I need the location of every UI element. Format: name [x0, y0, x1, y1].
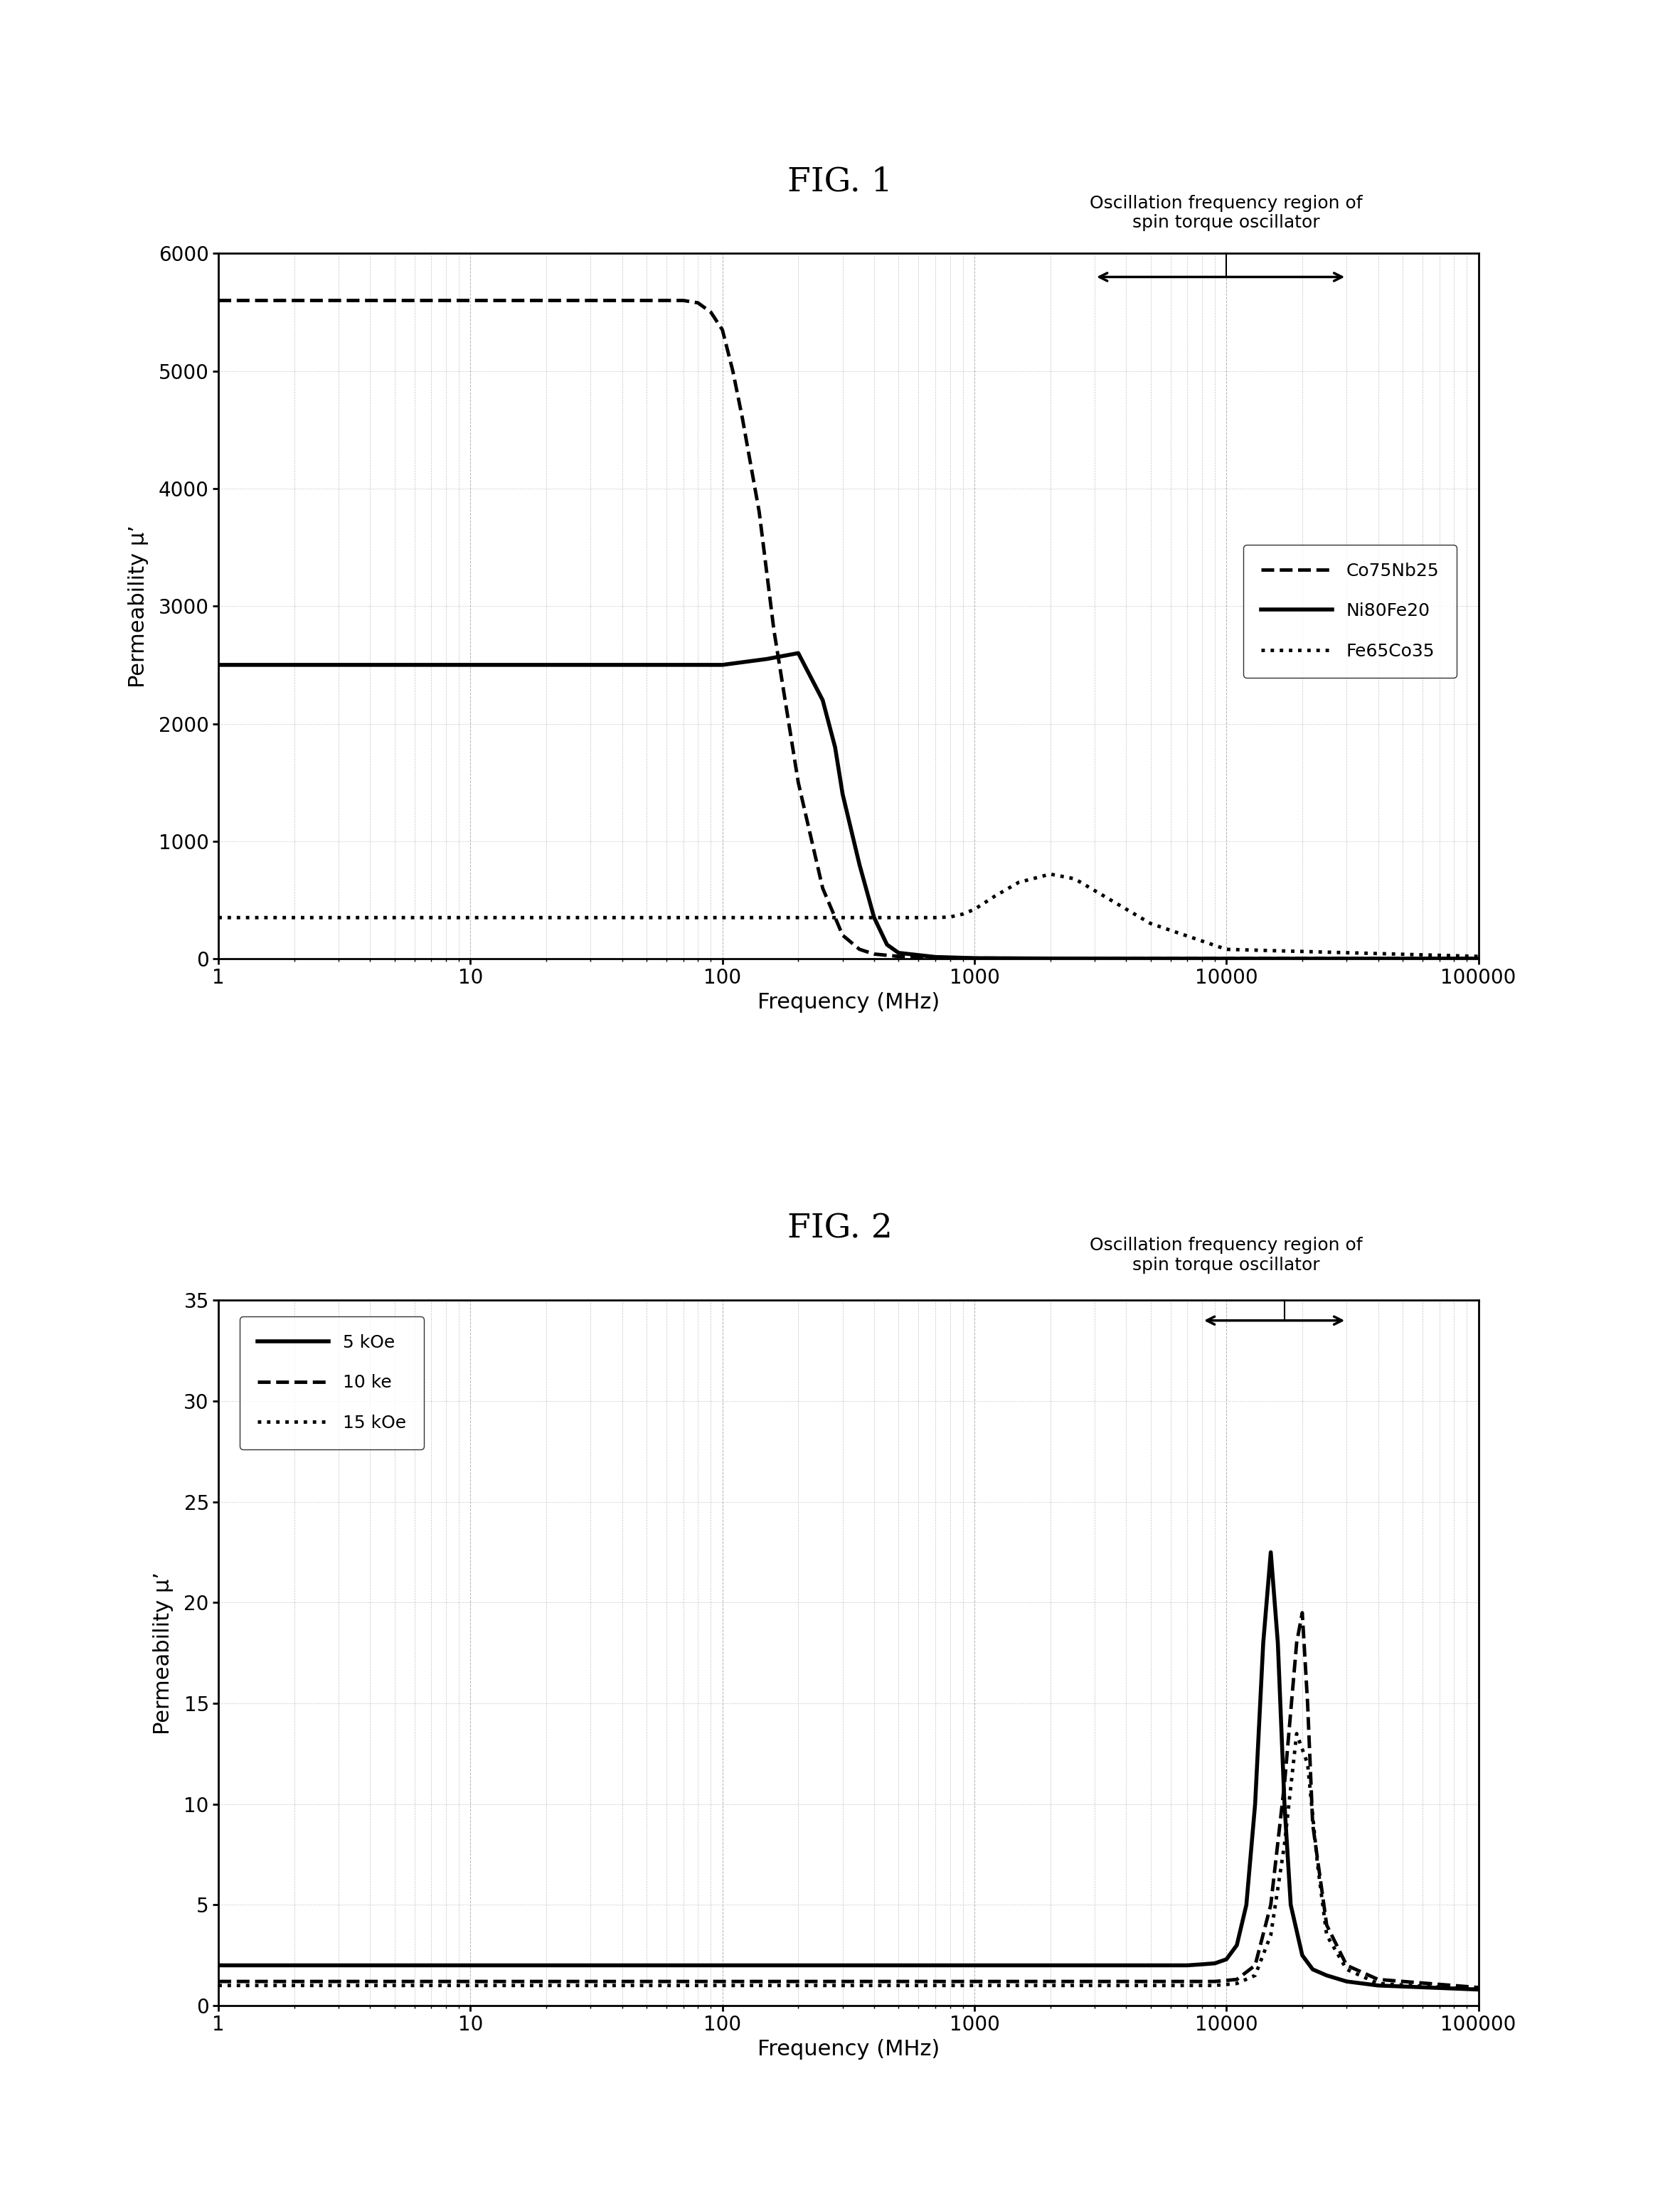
Y-axis label: Permeability μ’: Permeability μ’ — [153, 1571, 175, 1735]
X-axis label: Frequency (MHz): Frequency (MHz) — [758, 2039, 939, 2059]
Legend: 5 kOe, 10 ke, 15 kOe: 5 kOe, 10 ke, 15 kOe — [240, 1316, 423, 1450]
Y-axis label: Permeability μ’: Permeability μ’ — [128, 525, 148, 688]
Legend: Co75Nb25, Ni80Fe20, Fe65Co35: Co75Nb25, Ni80Fe20, Fe65Co35 — [1243, 544, 1457, 677]
Text: FIG. 2: FIG. 2 — [788, 1212, 892, 1245]
X-axis label: Frequency (MHz): Frequency (MHz) — [758, 992, 939, 1012]
Text: FIG. 1: FIG. 1 — [788, 165, 892, 198]
Text: Oscillation frequency region of
spin torque oscillator: Oscillation frequency region of spin tor… — [1090, 194, 1362, 231]
Text: Oscillation frequency region of
spin torque oscillator: Oscillation frequency region of spin tor… — [1090, 1236, 1362, 1274]
